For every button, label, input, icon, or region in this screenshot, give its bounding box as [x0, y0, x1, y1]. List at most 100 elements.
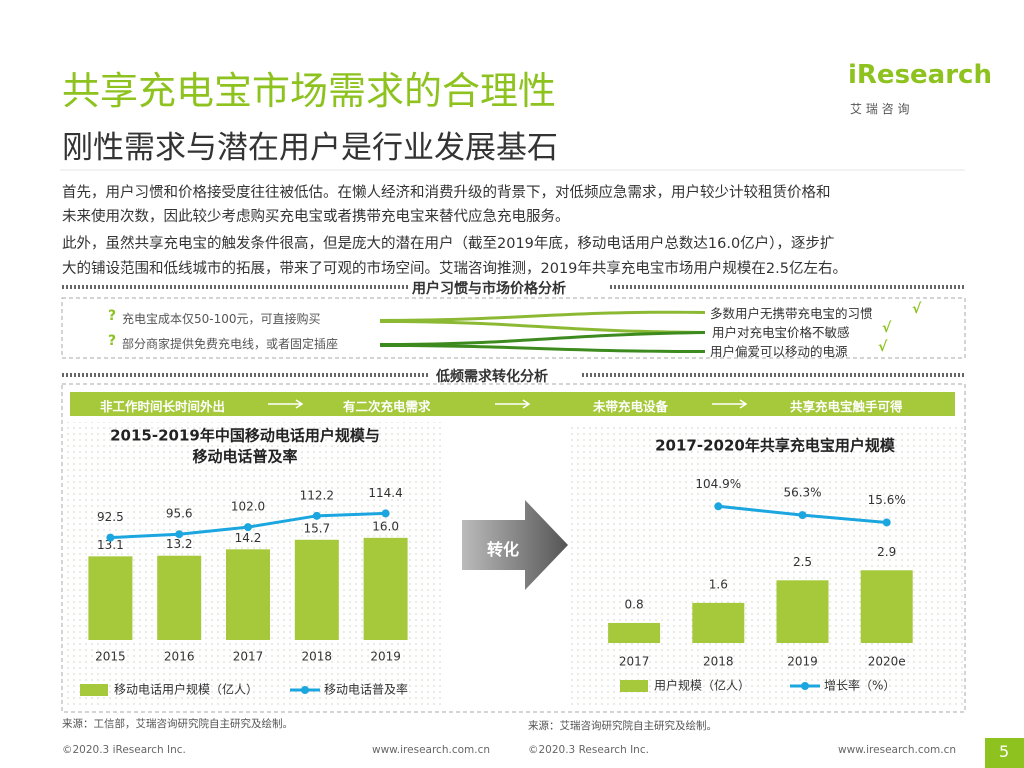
line-point: [798, 511, 807, 520]
curve: [380, 310, 705, 322]
data-label: 14.2: [235, 531, 262, 545]
curve: [380, 320, 705, 334]
paragraph-line: 大的铺设范围和低线城市的拓展，带来了可观的市场空间。艾瑞咨询推测，2019年共享…: [62, 261, 847, 277]
footer-copyright: ©2020.3 iResearch Inc.: [62, 744, 186, 756]
bar: [608, 622, 661, 643]
data-label: 114.4: [368, 486, 402, 500]
legend-label: 移动电话用户规模（亿人）: [114, 682, 258, 697]
curve: [380, 331, 705, 346]
line-point: [714, 502, 723, 511]
convert-label: 转化: [487, 540, 520, 559]
legend-dot: [801, 682, 809, 690]
data-label: 2.9: [877, 545, 896, 559]
data-label: 56.3%: [783, 486, 821, 500]
x-tick-label: 2017: [619, 655, 650, 669]
paragraph-line: 首先，用户习惯和价格接受度往往被低估。在懒人经济和消费升级的背景下，对低频应急需…: [62, 185, 831, 201]
bar: [363, 537, 408, 640]
data-label: 0.8: [625, 597, 644, 611]
conversion-heading-bg: [430, 366, 580, 384]
line-point: [882, 518, 891, 527]
legend-label: 增长率（%）: [824, 678, 895, 693]
flow-step: 共享充电宝触手可得: [790, 399, 903, 414]
bar: [157, 555, 202, 640]
data-label: 102.0: [231, 500, 265, 514]
habit-result: 多数用户无携带充电宝的习惯: [710, 306, 873, 321]
x-tick-label: 2020e: [868, 655, 906, 669]
legend-label: 移动电话普及率: [324, 682, 408, 697]
habit-item: 部分商家提供免费充电线，或者固定插座: [122, 337, 339, 351]
source: 来源：艾瑞咨询研究院自主研究及绘制。: [528, 720, 717, 732]
x-tick-label: 2019: [370, 650, 401, 664]
chart-title: 移动电话普及率: [192, 448, 297, 466]
legend-swatch: [620, 680, 648, 692]
flow-arrows: [268, 399, 748, 409]
data-label: 13.1: [97, 538, 124, 552]
chart-panel: [570, 425, 965, 707]
paragraph-line: 未来使用次数，因此较少考虑购买充电宝或者携带充电宝来替代应急充电服务。: [62, 209, 570, 225]
data-label: 15.6%: [868, 493, 906, 507]
page-badge: [985, 738, 1024, 768]
chart-title: 2017-2020年共享充电宝用户规模: [655, 437, 896, 455]
question-mark: ?: [108, 308, 117, 324]
habit-result: 用户偏爱可以移动的电源: [710, 344, 848, 359]
subtitle: 刚性需求与潜在用户是行业发展基石: [62, 130, 558, 166]
habit-item: 充电宝成本仅50-100元，可直接购买: [122, 312, 321, 326]
data-label: 13.2: [166, 537, 193, 551]
x-tick-label: 2016: [164, 650, 195, 664]
legend-label: 用户规模（亿人）: [654, 678, 750, 693]
data-label: 92.5: [97, 510, 124, 524]
check-mark: √: [882, 320, 892, 336]
source: 来源：工信部，艾瑞咨询研究院自主研究及绘制。: [62, 718, 293, 730]
footer-url: www.iresearch.com.cn: [372, 744, 491, 756]
x-tick-label: 2015: [95, 650, 126, 664]
footer-url: www.iresearch.com.cn: [838, 744, 957, 756]
bar: [294, 539, 339, 640]
data-label: 15.7: [303, 521, 330, 535]
bar: [860, 570, 913, 643]
legend-swatch: [80, 684, 108, 696]
check-mark: √: [878, 339, 888, 355]
line-point: [106, 533, 115, 542]
data-label: 16.0: [372, 519, 399, 533]
legend-dot: [301, 686, 309, 694]
habit-result: 用户对充电宝价格不敏感: [712, 325, 850, 340]
convert-arrow: [462, 500, 568, 590]
flow-step: 未带充电设备: [593, 399, 669, 414]
flow-step: 有二次充电需求: [343, 399, 431, 414]
data-label: 95.6: [166, 507, 193, 521]
page-number: 5: [999, 742, 1010, 761]
title: 共享充电宝市场需求的合理性: [62, 69, 557, 113]
data-label: 104.9%: [695, 477, 741, 491]
section-heading: 低频需求转化分析: [436, 369, 548, 385]
habit-box: [61, 297, 966, 359]
check-mark: √: [912, 301, 922, 317]
data-label: 112.2: [300, 488, 334, 502]
section-heading: 用户习惯与市场价格分析: [412, 281, 566, 297]
bar: [226, 549, 270, 640]
x-tick-label: 2019: [787, 655, 818, 669]
curve: [380, 344, 705, 353]
bar: [776, 580, 829, 643]
question-mark: ?: [108, 333, 117, 349]
paragraph-line: 此外，虽然共享充电宝的触发条件很高，但是庞大的潜在用户（截至2019年底，移动电…: [62, 236, 835, 252]
bar: [88, 556, 133, 640]
data-label: 2.5: [793, 555, 812, 569]
x-tick-label: 2018: [703, 655, 734, 669]
line-point: [312, 511, 321, 520]
logo-cn: 艾 瑞 咨 询: [850, 102, 910, 116]
x-tick-label: 2018: [302, 650, 333, 664]
line-point: [244, 523, 252, 532]
logo-brand: iResearch: [848, 60, 992, 90]
line-point: [175, 530, 184, 539]
x-tick-label: 2017: [233, 650, 264, 664]
bar: [692, 602, 745, 643]
footer-copyright: ©2020.3 Research Inc.: [528, 744, 649, 756]
flow-step: 非工作时间长时间外出: [100, 399, 226, 414]
chart-title: 2015-2019年中国移动电话用户规模与: [110, 427, 380, 445]
data-label: 1.6: [709, 577, 728, 591]
line-point: [381, 509, 390, 518]
habit-heading-bg: [408, 278, 608, 296]
